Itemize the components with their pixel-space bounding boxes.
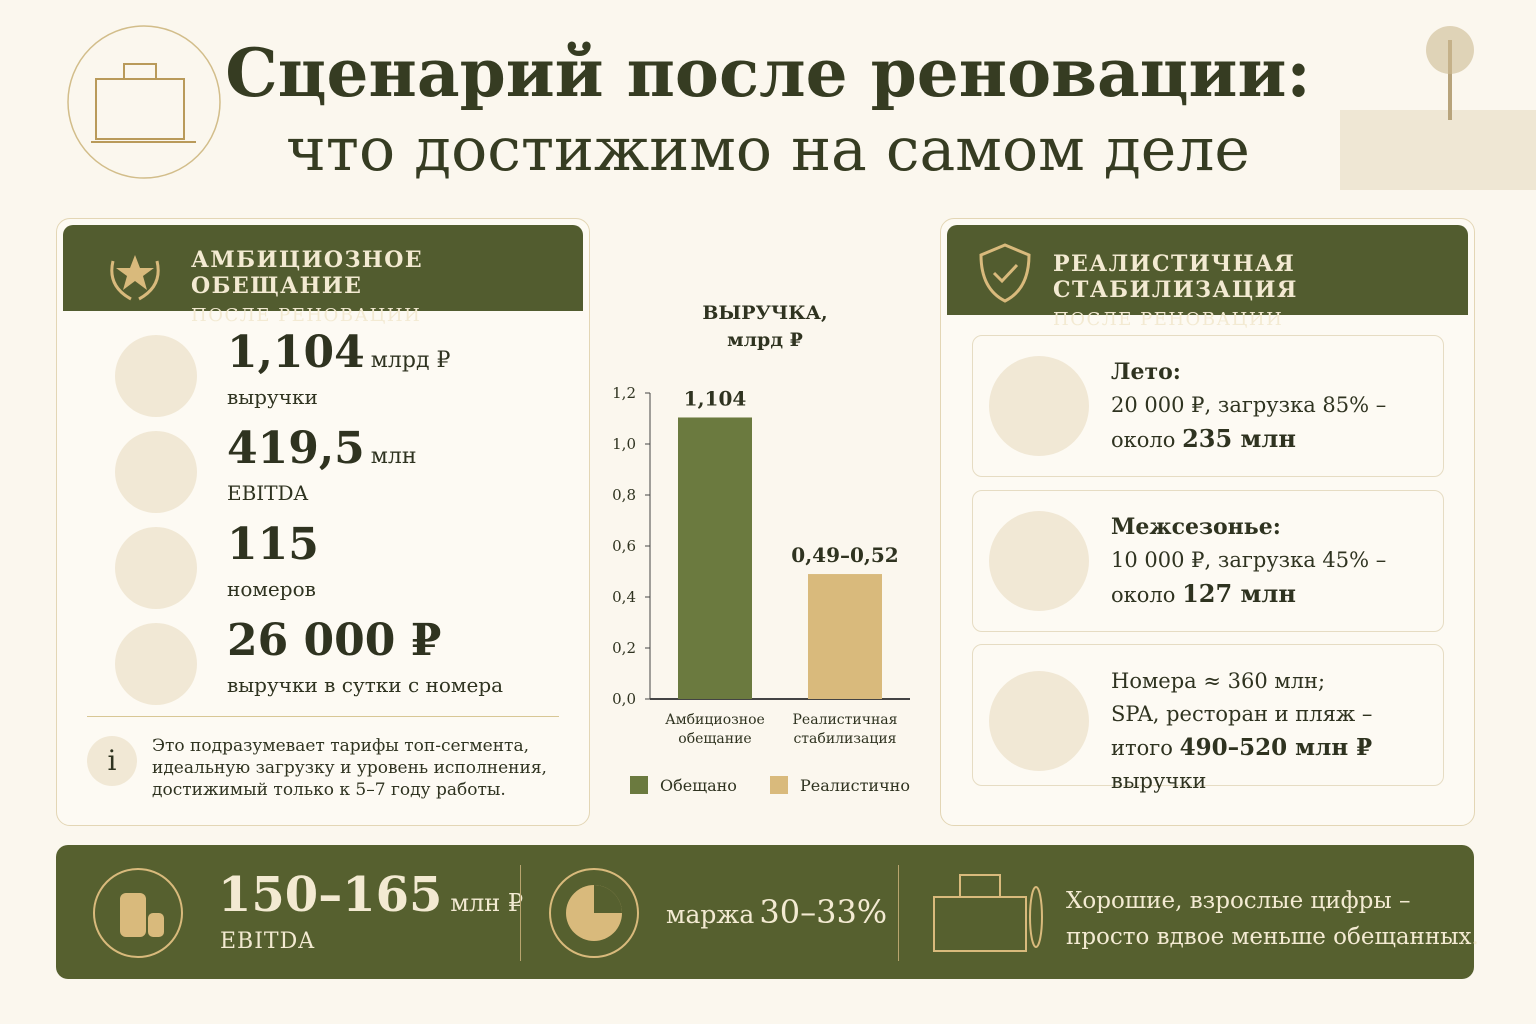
x-tick-label: Реалистичная стабилизация bbox=[792, 712, 898, 747]
right-header: РЕАЛИСТИЧНАЯ СТАБИЛИЗАЦИЯ ПОСЛЕ РЕНОВАЦИ… bbox=[947, 225, 1468, 330]
text: около 235 млн bbox=[1111, 422, 1441, 457]
text: 10 000 ₽, загрузка 45% – bbox=[1111, 548, 1387, 572]
chart-title: ВЫРУЧКА, млрд ₽ bbox=[702, 302, 828, 351]
icon bbox=[115, 623, 197, 705]
metric: 115 bbox=[227, 519, 319, 570]
plot: 0,0 0,2 0,4 0,6 0,8 1,0 1,2 1,104 Обещано 0,49–0,… bbox=[612, 384, 910, 795]
text: млн ₽ bbox=[450, 889, 524, 917]
left-title: АМБИЦИОЗНОЕ ОБЕЩАНИЕ bbox=[191, 247, 424, 299]
text: Номера ≈ 360 млн; bbox=[1111, 669, 1326, 693]
y-tick-label: 0,4 bbox=[612, 588, 636, 606]
chart: ВЫРУЧКА, млрд ₽ 0,0 0,2 0,4 0,6 0,8 1,0 1,2 1,1… bbox=[590, 290, 940, 820]
divider bbox=[898, 865, 899, 961]
right-title: РЕАЛИСТИЧНАЯ СТАБИЛИЗАЦИЯ bbox=[1053, 251, 1298, 303]
season-heading: Лето: bbox=[1111, 359, 1181, 385]
value-label: 0,49–0,52 bbox=[791, 543, 898, 567]
metric: 26 000 ₽ bbox=[227, 615, 441, 666]
text: около 127 млн bbox=[1111, 577, 1441, 612]
y-tick-label: 0,6 bbox=[612, 537, 636, 555]
text: просто вдвое меньше обещанных. bbox=[1066, 924, 1479, 950]
text: 127 млн bbox=[1182, 579, 1296, 608]
y-tick-label: 1,0 bbox=[612, 435, 636, 453]
metric-label: EBITDA bbox=[227, 481, 309, 505]
left-header: АМБИЦИОЗНОЕ ОБЕЩАНИЕ ПОСЛЕ РЕНОВАЦИИ bbox=[63, 225, 583, 326]
decor bbox=[1340, 26, 1536, 190]
text: SPA, ресторан и пляж – bbox=[1111, 702, 1373, 726]
text: итого bbox=[1111, 736, 1173, 760]
text: Хорошие, взрослые цифры – bbox=[1066, 888, 1411, 914]
ebitda: 150–165 млн ₽ bbox=[218, 867, 523, 923]
divider bbox=[520, 865, 521, 961]
metric-unit: млрд ₽ bbox=[370, 348, 451, 373]
season-card: Межсезонье: 10 000 ₽, загрузка 45% – около… bbox=[972, 490, 1444, 632]
icon bbox=[93, 868, 183, 958]
metric: 419,5 млн bbox=[227, 423, 417, 474]
divider bbox=[87, 716, 559, 717]
text: около bbox=[1111, 428, 1176, 452]
title: Сценарий после реновации: bbox=[225, 34, 1311, 112]
metric-value: 26 000 ₽ bbox=[227, 615, 442, 666]
footer: 150–165 млн ₽ EBITDA маржа 30–33% Хорошие… bbox=[56, 845, 1479, 979]
metric: 1,104 млрд ₽ bbox=[227, 327, 451, 378]
metric-value: 115 bbox=[227, 519, 319, 570]
text: маржа bbox=[666, 900, 755, 929]
info-icon: i bbox=[87, 736, 137, 786]
icon bbox=[115, 527, 197, 609]
logo bbox=[67, 25, 221, 179]
metric-label: выручки bbox=[227, 385, 318, 409]
text: 150–165 bbox=[218, 867, 443, 923]
metric-value: 419,5 bbox=[227, 423, 365, 474]
right-card: РЕАЛИСТИЧНАЯ СТАБИЛИЗАЦИЯ ПОСЛЕ РЕНОВАЦИ… bbox=[940, 218, 1475, 826]
text: итого 490–520 млн ₽ выручки bbox=[1111, 731, 1441, 798]
bar bbox=[808, 574, 882, 699]
y-tick-label: 0,2 bbox=[612, 639, 636, 657]
icon bbox=[933, 874, 1043, 952]
season-card: Лето: 20 000 ₽, загрузка 85% – около 235 м… bbox=[972, 335, 1444, 477]
text: 490–520 млн ₽ bbox=[1179, 734, 1373, 761]
icon bbox=[989, 671, 1089, 771]
season-text: Лето: 20 000 ₽, загрузка 85% – около 235 м… bbox=[1111, 356, 1441, 457]
legend-swatch bbox=[630, 776, 648, 794]
rooms-text: Номера ≈ 360 млн; SPA, ресторан и пляж –… bbox=[1111, 665, 1441, 798]
metric-unit: млн bbox=[370, 444, 417, 469]
icon bbox=[549, 868, 639, 958]
title: что достижимо на самом деле bbox=[286, 115, 1250, 185]
icon bbox=[989, 356, 1089, 456]
conclusion: Хорошие, взрослые цифры – просто вдвое ме… bbox=[1066, 883, 1479, 955]
y-tick-label: 1,2 bbox=[612, 384, 636, 402]
x-tick-label: Амбициозное обещание bbox=[665, 712, 765, 747]
text: около bbox=[1111, 583, 1176, 607]
value-label: 1,104 bbox=[684, 386, 747, 410]
legend-swatch bbox=[770, 776, 788, 794]
left-subtitle: ПОСЛЕ РЕНОВАЦИИ bbox=[191, 305, 422, 326]
text: выручки bbox=[1111, 769, 1207, 793]
text: 20 000 ₽, загрузка 85% – bbox=[1111, 393, 1387, 417]
rooms-card: Номера ≈ 360 млн; SPA, ресторан и пляж –… bbox=[972, 644, 1444, 793]
metric-label: номеров bbox=[227, 577, 316, 601]
season-text: Межсезонье: 10 000 ₽, загрузка 45% – около… bbox=[1111, 511, 1441, 612]
left-card: АМБИЦИОЗНОЕ ОБЕЩАНИЕ ПОСЛЕ РЕНОВАЦИИ 1,1… bbox=[56, 218, 590, 826]
icon bbox=[110, 255, 160, 301]
icon bbox=[989, 511, 1089, 611]
y-tick-label: 0,0 bbox=[612, 690, 636, 708]
legend-label: Реалистично bbox=[800, 776, 910, 795]
text: 30–33% bbox=[759, 893, 888, 931]
note: Это подразумевает тарифы топ-сегмента, и… bbox=[152, 736, 547, 800]
metric-value: 1,104 bbox=[227, 327, 365, 378]
metric-label: выручки в сутки с номера bbox=[227, 673, 504, 697]
margin: маржа 30–33% bbox=[666, 893, 887, 931]
right-subtitle: ПОСЛЕ РЕНОВАЦИИ bbox=[1053, 309, 1284, 330]
icon bbox=[115, 335, 197, 417]
legend-label: Обещано bbox=[660, 776, 737, 795]
y-tick-label: 0,8 bbox=[612, 486, 636, 504]
text: 235 млн bbox=[1182, 424, 1296, 453]
text: EBITDA bbox=[220, 929, 316, 954]
icon bbox=[115, 431, 197, 513]
icon bbox=[979, 243, 1031, 303]
bar bbox=[678, 417, 752, 699]
season-heading: Межсезонье: bbox=[1111, 514, 1281, 540]
